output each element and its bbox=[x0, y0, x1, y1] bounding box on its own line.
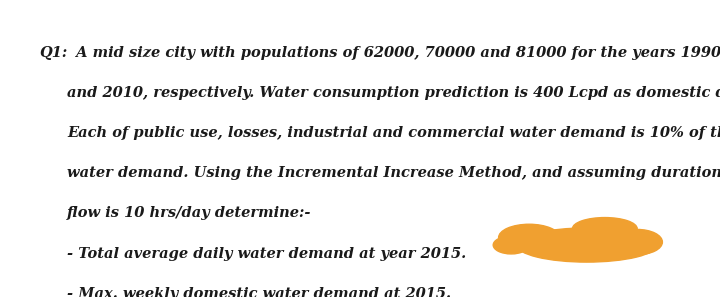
Text: A mid size city with populations of 62000, 70000 and 81000 for the years 1990, 2: A mid size city with populations of 6200… bbox=[71, 46, 720, 60]
Text: and 2010, respectively. Water consumption prediction is 400 Lcpd as domestic dem: and 2010, respectively. Water consumptio… bbox=[67, 86, 720, 100]
Ellipse shape bbox=[572, 217, 637, 240]
Ellipse shape bbox=[493, 236, 529, 254]
Ellipse shape bbox=[612, 229, 662, 255]
Text: - Total average daily water demand at year 2015.: - Total average daily water demand at ye… bbox=[67, 247, 467, 260]
Text: flow is 10 hrs/day determine:-: flow is 10 hrs/day determine:- bbox=[67, 206, 312, 220]
Ellipse shape bbox=[498, 224, 560, 251]
Text: Q1:: Q1: bbox=[40, 46, 68, 60]
Text: Each of public use, losses, industrial and commercial water demand is 10% of the: Each of public use, losses, industrial a… bbox=[67, 126, 720, 140]
Text: - Max. weekly domestic water demand at 2015.: - Max. weekly domestic water demand at 2… bbox=[67, 287, 451, 297]
Text: water demand. Using the Incremental Increase Method, and assuming duration of fi: water demand. Using the Incremental Incr… bbox=[67, 166, 720, 180]
Ellipse shape bbox=[516, 228, 657, 262]
